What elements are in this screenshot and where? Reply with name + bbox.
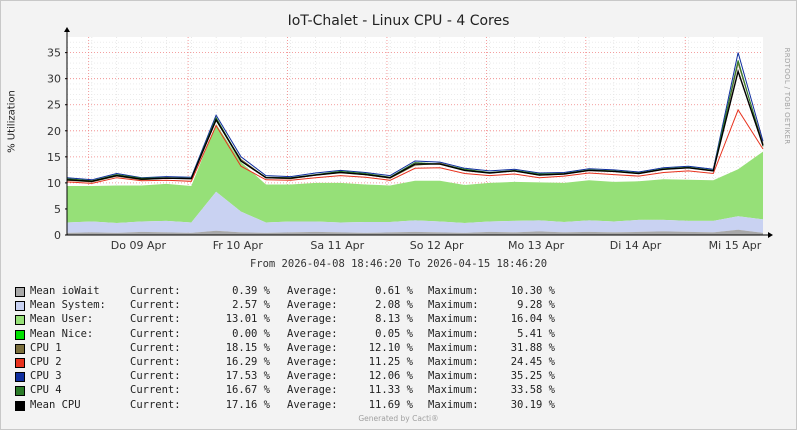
legend-average-caption: Average: <box>287 299 338 312</box>
legend-average-caption: Average: <box>287 313 338 326</box>
legend-label: CPU 4 <box>30 384 62 397</box>
legend-current-value: 17.16 % <box>225 398 270 411</box>
legend-swatch <box>15 357 25 368</box>
legend-current-value: 0.00 % <box>232 327 270 340</box>
y-tick-label: 35 <box>47 47 61 60</box>
legend-maximum-value: 33.58 % <box>510 384 555 397</box>
chart-title: IoT-Chalet - Linux CPU - 4 Cores <box>287 13 510 29</box>
area-mean-iowait <box>67 229 763 235</box>
legend-average-caption: Average: <box>287 384 338 397</box>
legend-average-caption: Average: <box>287 341 338 354</box>
legend-label: Mean System: <box>30 299 106 312</box>
legend-maximum-caption: Maximum: <box>428 313 479 326</box>
line-cpu-3 <box>66 52 764 181</box>
legend-maximum-caption: Maximum: <box>428 355 479 368</box>
legend-average-value: 0.61 % <box>375 285 413 297</box>
legend-maximum-value: 16.04 % <box>510 313 555 326</box>
legend-label: CPU 3 <box>30 370 62 383</box>
legend-average-caption: Average: <box>287 355 338 368</box>
legend-label: Mean ioWait <box>30 285 100 297</box>
legend-current-value: 17.53 % <box>225 370 270 383</box>
legend-maximum-caption: Maximum: <box>428 398 479 411</box>
legend-maximum-caption: Maximum: <box>428 384 479 397</box>
legend-average-caption: Average: <box>287 285 338 297</box>
legend-current-value: 16.29 % <box>225 355 270 368</box>
legend-maximum-value: 35.25 % <box>510 370 555 383</box>
legend-label: CPU 1 <box>30 341 62 354</box>
x-tick-label: Do 09 Apr <box>111 239 167 252</box>
line-mean-cpu <box>66 68 764 183</box>
legend-maximum-caption: Maximum: <box>428 370 479 383</box>
y-tick-label: 10 <box>47 177 61 190</box>
legend-swatch <box>15 372 25 383</box>
y-axis-arrow <box>64 27 70 32</box>
legend-current-caption: Current: <box>130 341 181 354</box>
legend-swatch <box>15 343 25 354</box>
legend-average-value: 11.33 % <box>368 384 413 397</box>
y-tick-label: 25 <box>47 99 61 112</box>
legend-average-value: 8.13 % <box>375 313 413 326</box>
x-tick-label: Mi 15 Apr <box>709 239 762 252</box>
legend-maximum-caption: Maximum: <box>428 285 479 297</box>
legend-maximum-value: 30.19 % <box>510 398 555 411</box>
legend-maximum-caption: Maximum: <box>428 341 479 354</box>
y-tick-label: 0 <box>54 229 61 242</box>
legend-current-value: 0.39 % <box>232 285 270 297</box>
x-tick-label: Sa 11 Apr <box>310 239 364 252</box>
legend-average-caption: Average: <box>287 370 338 383</box>
legend-swatch <box>15 400 25 411</box>
legend-average-value: 11.25 % <box>368 355 413 368</box>
legend-current-caption: Current: <box>130 384 181 397</box>
legend-current-caption: Current: <box>130 299 181 312</box>
y-tick-label: 15 <box>47 151 61 164</box>
legend-current-caption: Current: <box>130 398 181 411</box>
legend-current-caption: Current: <box>130 285 181 297</box>
legend-maximum-caption: Maximum: <box>428 327 479 340</box>
x-tick-label: Fr 10 Apr <box>213 239 264 252</box>
legend-current-caption: Current: <box>130 370 181 383</box>
legend-average-value: 12.06 % <box>368 370 413 383</box>
y-tick-label: 30 <box>47 73 61 86</box>
legend-average-value: 12.10 % <box>368 341 413 354</box>
x-tick-label: Mo 13 Apr <box>508 239 565 252</box>
legend-label: Mean Nice: <box>30 327 94 340</box>
y-tick-label: 20 <box>47 125 61 138</box>
legend-maximum-value: 24.45 % <box>510 355 555 368</box>
legend-swatch <box>15 315 25 326</box>
legend-average-value: 11.69 % <box>368 398 413 411</box>
line-cpu-2 <box>66 108 764 184</box>
legend-maximum-value: 10.30 % <box>510 285 555 297</box>
legend-swatch <box>15 386 25 397</box>
legend-maximum-value: 5.41 % <box>517 327 555 340</box>
legend-average-caption: Average: <box>287 327 338 340</box>
legend-current-value: 13.01 % <box>225 313 270 326</box>
legend-current-value: 16.67 % <box>225 384 270 397</box>
x-axis-arrow <box>768 232 773 238</box>
x-tick-label: Di 14 Apr <box>610 239 662 252</box>
legend-current-value: 18.15 % <box>225 341 270 354</box>
y-tick-label: 5 <box>54 203 61 216</box>
legend-swatch <box>15 301 25 312</box>
area-mean-system <box>67 191 763 233</box>
chart-svg: 0 5 10 15 20 25 30 35 Do 09 Apr Fr 10 Apr Sa 11 Ap… <box>47 27 773 252</box>
legend-current-caption: Current: <box>130 327 181 340</box>
legend-current-value: 2.57 % <box>232 299 270 312</box>
area-mean-user <box>67 124 763 223</box>
legend-average-value: 2.08 % <box>375 299 413 312</box>
footer-credit: Generated by Cacti® <box>358 414 439 423</box>
legend-swatch <box>15 287 25 297</box>
legend-average-caption: Average: <box>287 398 338 411</box>
legend-label: Mean User: <box>30 313 94 326</box>
legend-average-value: 0.05 % <box>375 327 413 340</box>
legend-swatch <box>15 329 25 340</box>
time-range: From 2026-04-08 18:46:20 To 2026-04-15 1… <box>249 258 548 270</box>
x-tick-label: So 12 Apr <box>410 239 464 252</box>
legend-maximum-value: 31.88 % <box>510 341 555 354</box>
legend-label: Mean CPU <box>30 398 81 411</box>
legend-current-caption: Current: <box>130 355 181 368</box>
legend-current-caption: Current: <box>130 313 181 326</box>
legend-maximum-value: 9.28 % <box>517 299 555 312</box>
legend-maximum-caption: Maximum: <box>428 299 479 312</box>
legend-label: CPU 2 <box>30 355 62 368</box>
